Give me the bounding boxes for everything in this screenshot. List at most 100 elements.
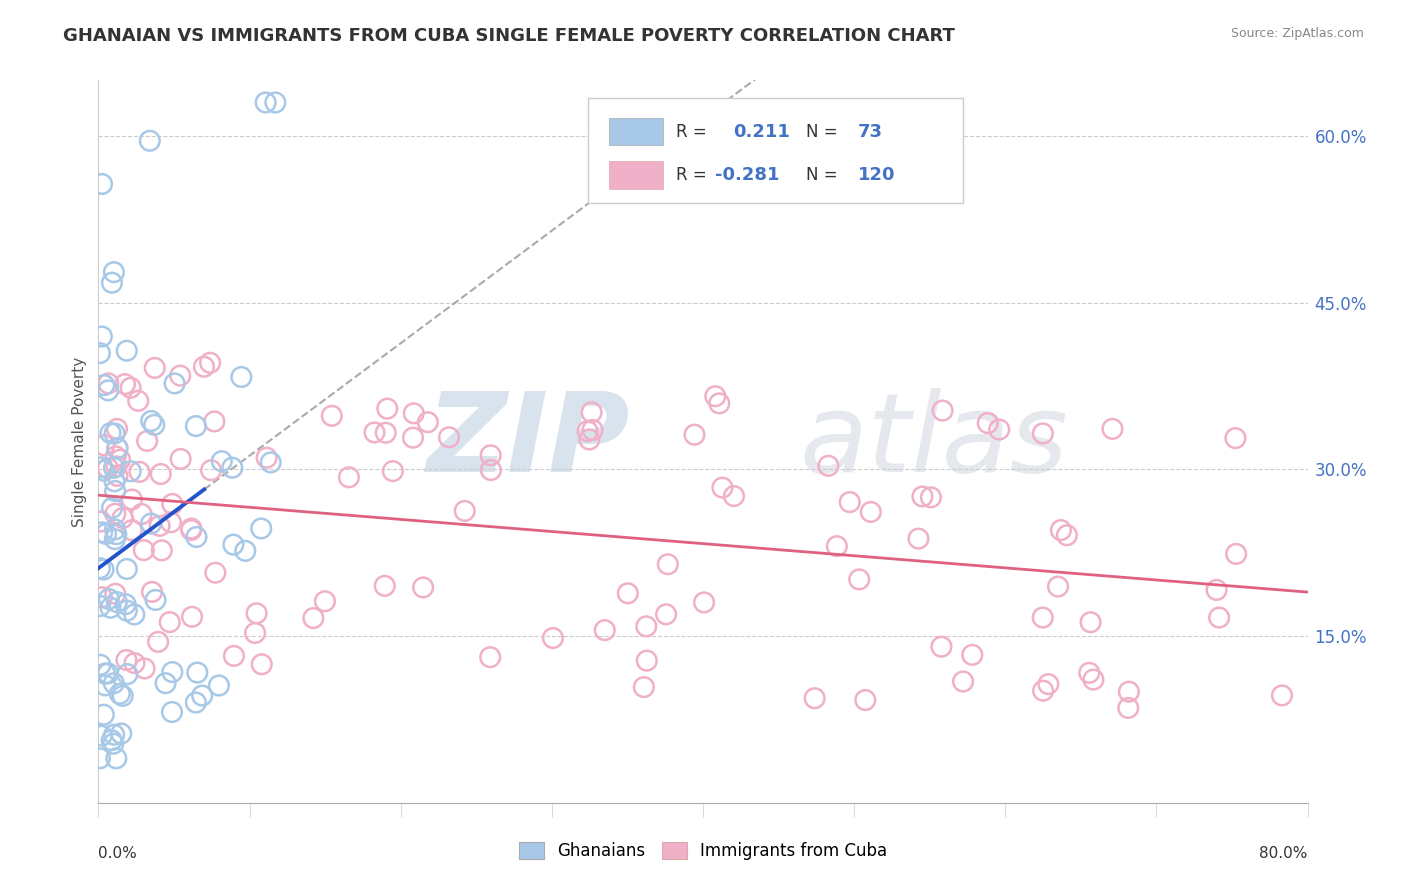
Text: 80.0%: 80.0% — [1260, 847, 1308, 861]
Point — [988, 423, 1011, 437]
Point — [1032, 683, 1054, 698]
Point — [131, 507, 153, 521]
Point — [105, 422, 128, 436]
Point — [136, 434, 159, 448]
Point — [211, 454, 233, 468]
Point — [105, 459, 128, 474]
Point — [709, 396, 731, 410]
Point — [108, 452, 131, 467]
Point — [115, 562, 138, 576]
Point — [89, 561, 111, 575]
Point — [1225, 547, 1247, 561]
Point — [146, 635, 169, 649]
Point — [90, 460, 112, 475]
Point — [243, 626, 266, 640]
Point — [93, 438, 115, 452]
Point — [89, 657, 111, 672]
FancyBboxPatch shape — [609, 118, 664, 145]
Point — [90, 515, 112, 529]
Text: -0.281: -0.281 — [716, 166, 779, 184]
Point — [817, 458, 839, 473]
Point — [931, 640, 953, 654]
Point — [655, 607, 678, 622]
Point — [132, 543, 155, 558]
FancyBboxPatch shape — [588, 98, 963, 203]
Point — [127, 393, 149, 408]
Point — [111, 511, 134, 525]
Point — [97, 376, 120, 391]
Point — [114, 377, 136, 392]
Point — [128, 465, 150, 479]
Point — [103, 737, 125, 751]
Point — [184, 696, 207, 710]
Point — [94, 666, 117, 681]
Legend: Ghanaians, Immigrants from Cuba: Ghanaians, Immigrants from Cuba — [512, 835, 894, 867]
Point — [1118, 684, 1140, 698]
Point — [105, 595, 128, 609]
Point — [181, 609, 204, 624]
Point — [1078, 665, 1101, 680]
Point — [402, 431, 425, 445]
Point — [97, 666, 120, 681]
Point — [186, 530, 208, 544]
Text: 0.0%: 0.0% — [98, 847, 138, 861]
Point — [103, 475, 125, 489]
Point — [193, 359, 215, 374]
Point — [191, 689, 214, 703]
Point — [374, 579, 396, 593]
Point — [848, 573, 870, 587]
Point — [1208, 610, 1230, 624]
Point — [180, 523, 202, 537]
Text: GHANAIAN VS IMMIGRANTS FROM CUBA SINGLE FEMALE POVERTY CORRELATION CHART: GHANAIAN VS IMMIGRANTS FROM CUBA SINGLE … — [63, 27, 955, 45]
Point — [104, 507, 127, 521]
Point — [402, 406, 425, 420]
Point — [93, 464, 115, 478]
Point — [952, 674, 974, 689]
Point — [1032, 426, 1054, 441]
Point — [636, 654, 658, 668]
Point — [103, 728, 125, 742]
Point — [184, 419, 207, 434]
Point — [250, 521, 273, 535]
Point — [1271, 689, 1294, 703]
Point — [120, 464, 142, 478]
Point — [693, 595, 716, 609]
Text: N =: N = — [806, 166, 842, 184]
Point — [104, 587, 127, 601]
Point — [264, 95, 287, 110]
Point — [1116, 701, 1139, 715]
Point — [233, 544, 256, 558]
Point — [103, 426, 125, 441]
Point — [576, 424, 599, 438]
Text: R =: R = — [676, 122, 713, 141]
Point — [89, 346, 111, 360]
Text: 120: 120 — [858, 166, 896, 184]
Point — [110, 726, 132, 740]
Point — [103, 265, 125, 279]
Text: N =: N = — [806, 122, 842, 141]
Point — [93, 563, 115, 577]
Point — [101, 276, 124, 290]
Point — [221, 460, 243, 475]
Point — [162, 665, 184, 679]
Point — [1083, 673, 1105, 687]
Point — [198, 356, 221, 370]
Point — [633, 680, 655, 694]
Point — [245, 607, 267, 621]
Point — [479, 448, 502, 462]
Point — [89, 751, 111, 765]
Point — [114, 597, 136, 611]
Point — [91, 177, 114, 191]
Point — [454, 504, 477, 518]
Point — [222, 538, 245, 552]
Point — [101, 501, 124, 516]
Point — [103, 460, 125, 475]
Point — [976, 416, 998, 430]
Point — [121, 523, 143, 537]
Point — [105, 469, 128, 483]
Point — [1047, 580, 1070, 594]
Point — [412, 581, 434, 595]
Point — [124, 607, 146, 622]
Point — [962, 648, 984, 662]
Point — [124, 656, 146, 670]
